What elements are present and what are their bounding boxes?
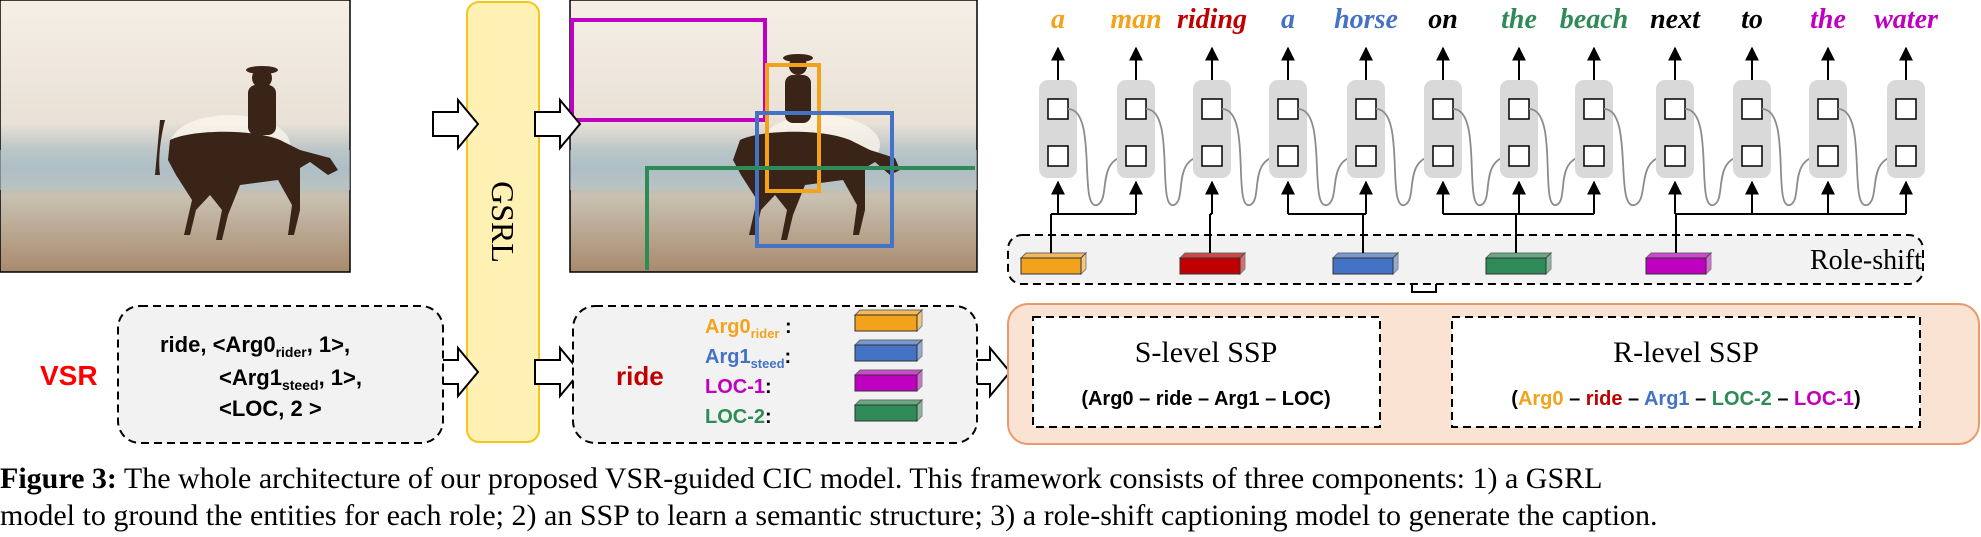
caption-word-1: man xyxy=(1110,4,1161,35)
lstm-cell-4 xyxy=(1347,46,1434,206)
vsr-line1-sub: rider xyxy=(276,344,308,360)
roles-verb: ride xyxy=(616,361,664,391)
ssp-panel: S-level SSP (Arg0 – ride – Arg1 – LOC) R… xyxy=(1007,303,1980,445)
r-level-token-5: Arg1 xyxy=(1644,388,1690,410)
vsr-line1: ride, <Arg0rider, 1>, xyxy=(160,332,350,360)
captioning-chain: a man riding a horse on the beach next to the water xyxy=(1039,4,1939,253)
roles-section: ride Arg0rider : Arg1steed: LOC-1: LOC-2: xyxy=(572,305,978,444)
caption-word-4: horse xyxy=(1334,4,1398,35)
role-embedding-1 xyxy=(853,338,924,363)
r-level-token-3: ride xyxy=(1586,388,1623,410)
figure-caption-line2: model to ground the entities for each ro… xyxy=(0,499,1658,532)
role-shift-blocks xyxy=(1019,251,1713,276)
lstm-cell-8 xyxy=(1656,46,1743,206)
vsr-line1-end: , 1>, xyxy=(307,332,350,357)
vsr-line2-sub: steed xyxy=(282,377,319,393)
lstm-cell-7 xyxy=(1575,46,1666,206)
r-level-ssp-box xyxy=(1451,316,1921,428)
s-level-ssp-sequence: (Arg0 – ride – Arg1 – LOC) xyxy=(1081,388,1330,410)
r-level-ssp-title: R-level SSP xyxy=(1613,336,1759,369)
role-shift-block-4 xyxy=(1644,251,1713,276)
lstm-cell-6 xyxy=(1500,46,1585,206)
input-photo xyxy=(0,0,351,273)
s-level-ssp-title: S-level SSP xyxy=(1135,336,1278,369)
arrow-gsrl-to-photo xyxy=(534,97,582,151)
r-level-token-0: ( xyxy=(1511,388,1518,410)
role-shift-block-3 xyxy=(1484,251,1553,276)
vsr-label: VSR xyxy=(40,360,98,391)
role-rows: Arg0rider : Arg1steed: LOC-1: LOC-2: xyxy=(705,308,924,428)
role-label-0: Arg0rider : xyxy=(705,316,792,341)
lstm-cell-2 xyxy=(1193,46,1279,206)
s-level-ssp-box xyxy=(1032,316,1381,428)
role-label-1: Arg1steed: xyxy=(705,346,791,371)
r-level-token-10: ) xyxy=(1854,388,1861,410)
r-level-token-2: – xyxy=(1564,388,1586,410)
bbox-arg0 xyxy=(765,63,821,193)
vsr-section: VSR ride, <Arg0rider, 1>, <Arg1steed, 1>… xyxy=(40,305,444,444)
r-level-token-6: – xyxy=(1690,388,1712,410)
lstm-cell-1 xyxy=(1117,46,1203,206)
vsr-verb: ride xyxy=(160,332,200,357)
vsr-line2: <Arg1steed, 1>, xyxy=(219,365,362,393)
caption-word-2: riding xyxy=(1177,4,1247,35)
r-level-token-4: – xyxy=(1622,388,1644,410)
lstm-cell-5 xyxy=(1424,46,1510,206)
caption-word-0: a xyxy=(1051,4,1065,35)
figure-label: Figure 3: xyxy=(0,462,117,495)
role-connection-2 xyxy=(1281,180,1373,253)
role-connection-1 xyxy=(1205,180,1219,253)
role-shift-block-1 xyxy=(1178,251,1247,276)
role-shift-block-0 xyxy=(1019,251,1088,276)
role-embedding-2 xyxy=(853,368,924,393)
lstm-cell-11 xyxy=(1887,46,1925,178)
role-embedding-0 xyxy=(853,308,924,333)
r-level-token-8: – xyxy=(1772,388,1794,410)
figure-caption-line1: Figure 3: The whole architecture of our … xyxy=(0,460,1981,497)
gsrl-module: GSRL xyxy=(466,1,540,443)
role-shift-section: Role-shift xyxy=(1007,234,1924,285)
caption-word-3: a xyxy=(1281,4,1295,35)
role-shift-label: Role-shift xyxy=(1810,245,1922,276)
caption-word-11: water xyxy=(1874,4,1939,35)
lstm-cell-0 xyxy=(1039,46,1127,206)
caption-word-8: next xyxy=(1650,4,1701,35)
caption-word-9: to xyxy=(1741,4,1763,35)
figure-caption-text1: The whole architecture of our proposed V… xyxy=(116,462,1603,495)
r-level-token-9: LOC-1 xyxy=(1794,388,1854,410)
arrow-gsrl-to-roles xyxy=(534,345,582,399)
role-label-3: LOC-2: xyxy=(705,406,772,428)
r-level-ssp-sequence: (Arg0 – ride – Arg1 – LOC-2 – LOC-1) xyxy=(1511,388,1860,410)
role-label-2: LOC-1: xyxy=(705,376,772,398)
vsr-line2-end: , 1>, xyxy=(319,365,362,390)
caption-word-7: beach xyxy=(1560,4,1628,35)
role-shift-block-2 xyxy=(1331,251,1400,276)
r-level-token-1: Arg0 xyxy=(1518,388,1564,410)
caption-word-6: the xyxy=(1501,4,1537,35)
caption-word-5: on xyxy=(1428,4,1458,35)
caption-word-10: the xyxy=(1810,4,1846,35)
bbox-loc2 xyxy=(645,166,975,270)
role-connection-0 xyxy=(1050,180,1143,253)
vsr-line3: <LOC, 2 > xyxy=(219,396,322,421)
horse-rider-silhouette xyxy=(155,66,338,240)
grounded-photo xyxy=(569,0,978,273)
architecture-diagram: GSRL VSR ride, <Arg0rider, 1>, <Arg1stee… xyxy=(0,0,1980,445)
role-embedding-3 xyxy=(853,398,924,423)
vsr-line1-rest: , <Arg0 xyxy=(200,332,275,357)
r-level-token-7: LOC-2 xyxy=(1712,388,1772,410)
figure-caption: Figure 3: The whole architecture of our … xyxy=(0,460,1981,534)
gsrl-label: GSRL xyxy=(485,181,521,263)
role-connection-4 xyxy=(1668,180,1913,253)
lstm-cell-9 xyxy=(1733,46,1819,206)
lstm-cell-10 xyxy=(1809,46,1897,206)
role-connection-3 xyxy=(1436,180,1601,253)
vsr-line2-start: <Arg1 xyxy=(219,365,282,390)
bbox-arg1 xyxy=(755,111,894,248)
arrow-photo-to-gsrl xyxy=(432,97,480,151)
lstm-cell-3 xyxy=(1269,46,1357,206)
